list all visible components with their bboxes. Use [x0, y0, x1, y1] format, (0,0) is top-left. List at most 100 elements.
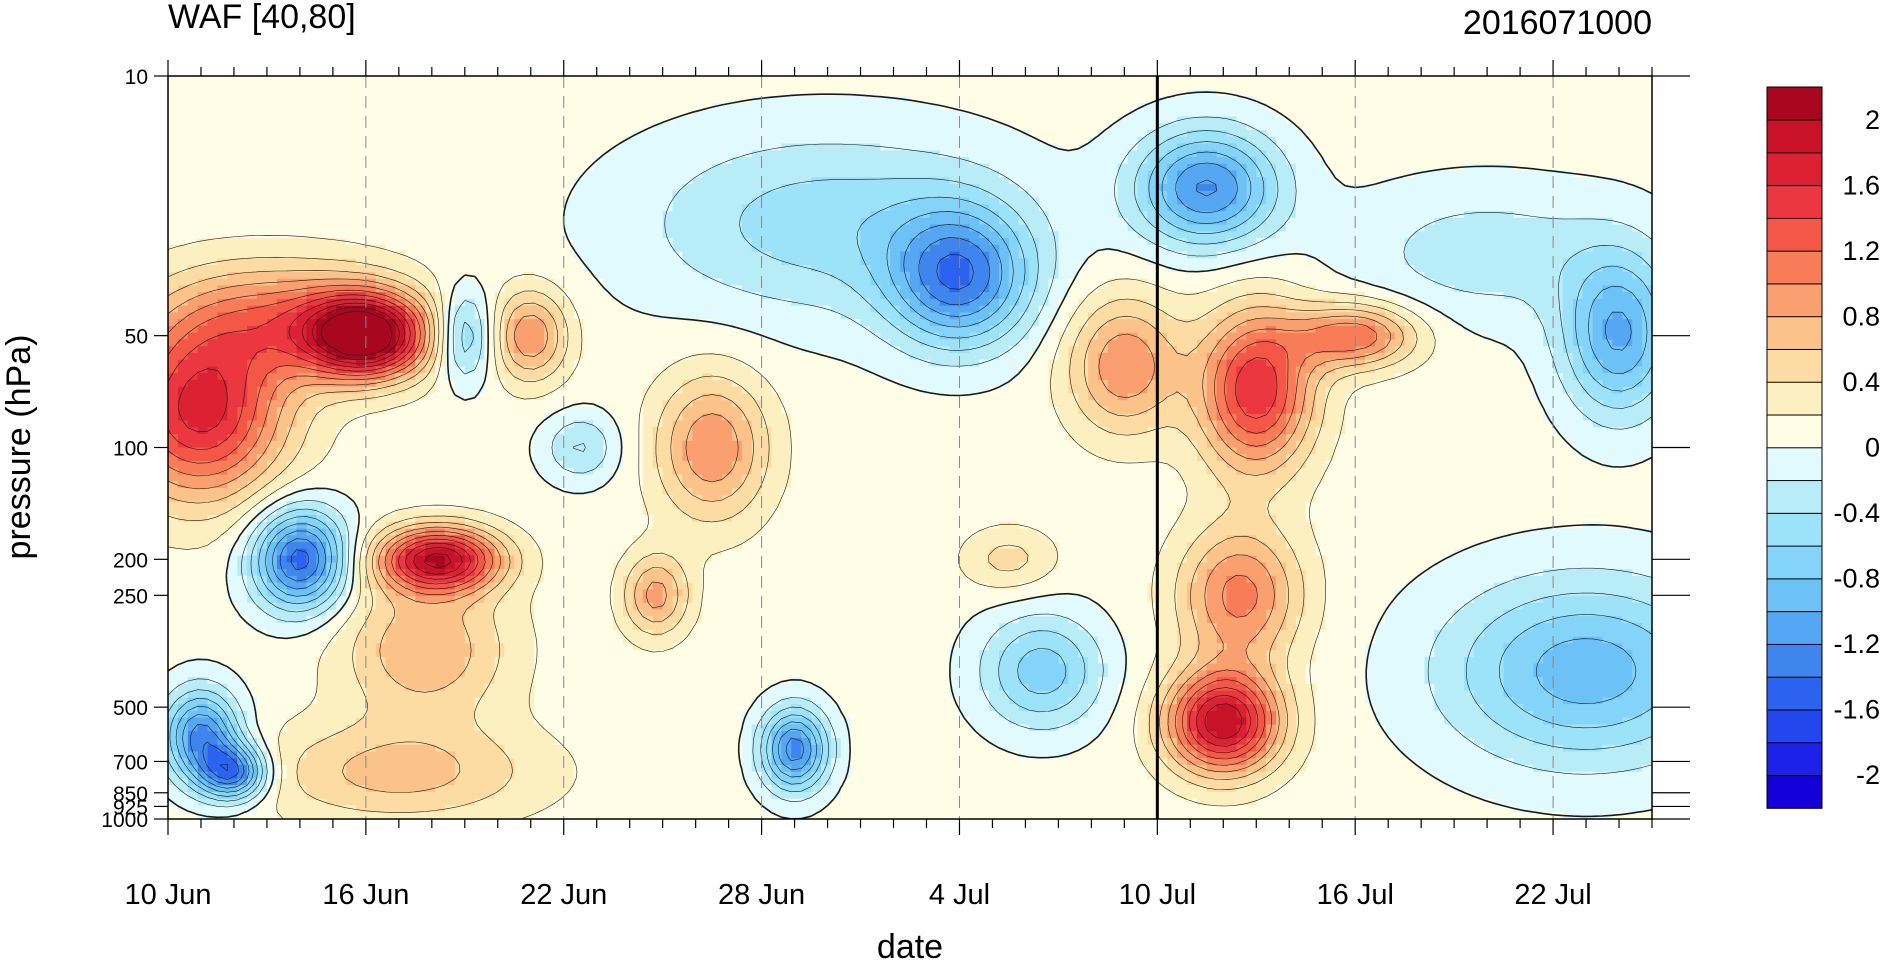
heatmap-cell [1404, 211, 1416, 219]
heatmap-cell [484, 163, 496, 172]
heatmap-cell [524, 170, 535, 178]
heatmap-cell [1384, 271, 1396, 280]
heatmap-cell [910, 82, 921, 91]
heatmap-cell [1444, 211, 1455, 219]
heatmap-cell [177, 292, 189, 300]
heatmap-cell [454, 258, 466, 266]
heatmap-cell [504, 184, 515, 192]
heatmap-cell [1325, 116, 1337, 124]
heatmap-cell [1068, 103, 1079, 111]
heatmap-cell [741, 258, 753, 266]
heatmap-cell [257, 217, 268, 226]
heatmap-cell [1493, 278, 1505, 286]
heatmap-cell [593, 265, 604, 273]
heatmap-cell [1355, 184, 1366, 192]
heatmap-cell [1355, 258, 1366, 266]
heatmap-cell [425, 163, 436, 172]
heatmap-cell [632, 116, 644, 124]
heatmap-cell [1038, 109, 1050, 118]
heatmap-cell [702, 82, 713, 91]
heatmap-cell [207, 204, 219, 212]
heatmap-cell [514, 204, 525, 212]
heatmap-cell [781, 197, 792, 205]
heatmap-cell [1246, 103, 1257, 111]
heatmap-cell [375, 271, 387, 280]
heatmap-cell [1305, 163, 1317, 172]
heatmap-cell [296, 211, 308, 219]
heatmap-cell [187, 244, 199, 253]
heatmap-cell [1533, 116, 1544, 124]
heatmap-cell [1464, 157, 1475, 165]
heatmap-cell [989, 136, 1000, 145]
heatmap-cell [791, 244, 802, 253]
heatmap-cell [1434, 177, 1445, 185]
heatmap-cell [197, 103, 209, 111]
heatmap-cell [454, 150, 466, 158]
heatmap-cell [1572, 231, 1584, 239]
heatmap-cell [1295, 116, 1307, 124]
heatmap-cell [623, 130, 634, 138]
heatmap-cell [355, 285, 367, 293]
heatmap-cell [1107, 163, 1119, 172]
heatmap-cell [1246, 130, 1257, 138]
heatmap-cell [534, 116, 545, 124]
heatmap-cell [1493, 163, 1505, 172]
heatmap-cell [405, 244, 416, 253]
heatmap-cell [1315, 177, 1327, 185]
heatmap-cell [623, 184, 634, 192]
heatmap-cell [791, 217, 802, 226]
heatmap-cell [682, 103, 693, 111]
heatmap-cell [1216, 136, 1228, 145]
heatmap-cell [1266, 109, 1277, 118]
heatmap-cell [385, 76, 397, 84]
heatmap-cell [910, 190, 921, 199]
heatmap-cell [682, 265, 693, 273]
heatmap-cell [1543, 130, 1554, 138]
heatmap-cell [751, 136, 763, 145]
heatmap-cell [375, 150, 387, 158]
heatmap-cell [712, 184, 723, 192]
heatmap-cell [1246, 258, 1257, 266]
heatmap-cell [1177, 163, 1188, 172]
heatmap-cell [1305, 244, 1317, 253]
heatmap-cell [1305, 278, 1317, 286]
heatmap-cell [860, 163, 872, 172]
heatmap-cell [1632, 285, 1643, 293]
heatmap-cell [1434, 136, 1445, 145]
heatmap-cell [1553, 177, 1564, 185]
heatmap-cell [929, 292, 941, 300]
heatmap-cell [593, 109, 604, 118]
heatmap-cell [286, 211, 298, 219]
heatmap-cell [1434, 224, 1445, 232]
heatmap-cell [1553, 76, 1564, 84]
heatmap-cell [771, 103, 782, 111]
heatmap-cell [1345, 197, 1356, 205]
heatmap-cell [771, 292, 782, 300]
heatmap-cell [1483, 96, 1495, 104]
heatmap-cell [1058, 184, 1069, 192]
heatmap-cell [1127, 211, 1139, 219]
heatmap-cell [811, 143, 822, 151]
heatmap-cell [652, 130, 664, 138]
heatmap-cell [1078, 204, 1089, 212]
heatmap-cell [1374, 278, 1386, 286]
heatmap-cell [1592, 89, 1604, 97]
heatmap-cell [1276, 265, 1287, 273]
heatmap-cell [1562, 157, 1574, 165]
heatmap-cell [811, 190, 822, 199]
heatmap-cell [979, 116, 990, 124]
heatmap-cell [682, 224, 693, 232]
heatmap-cell [1028, 130, 1040, 138]
heatmap-cell [1088, 265, 1099, 273]
heatmap-cell [1642, 285, 1652, 293]
heatmap-cell [603, 130, 614, 138]
heatmap-cell [692, 96, 703, 104]
heatmap-cell [840, 116, 852, 124]
heatmap-cell [1196, 211, 1208, 219]
heatmap-cell [464, 224, 476, 232]
heatmap-cell [1592, 103, 1604, 111]
heatmap-cell [1572, 76, 1584, 84]
heatmap-cell [1404, 177, 1416, 185]
heatmap-cell [1078, 231, 1089, 239]
heatmap-cell [326, 163, 337, 172]
